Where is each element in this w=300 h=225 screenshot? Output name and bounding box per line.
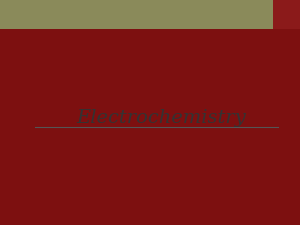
- Text: Electrochemistry: Electrochemistry: [76, 109, 246, 127]
